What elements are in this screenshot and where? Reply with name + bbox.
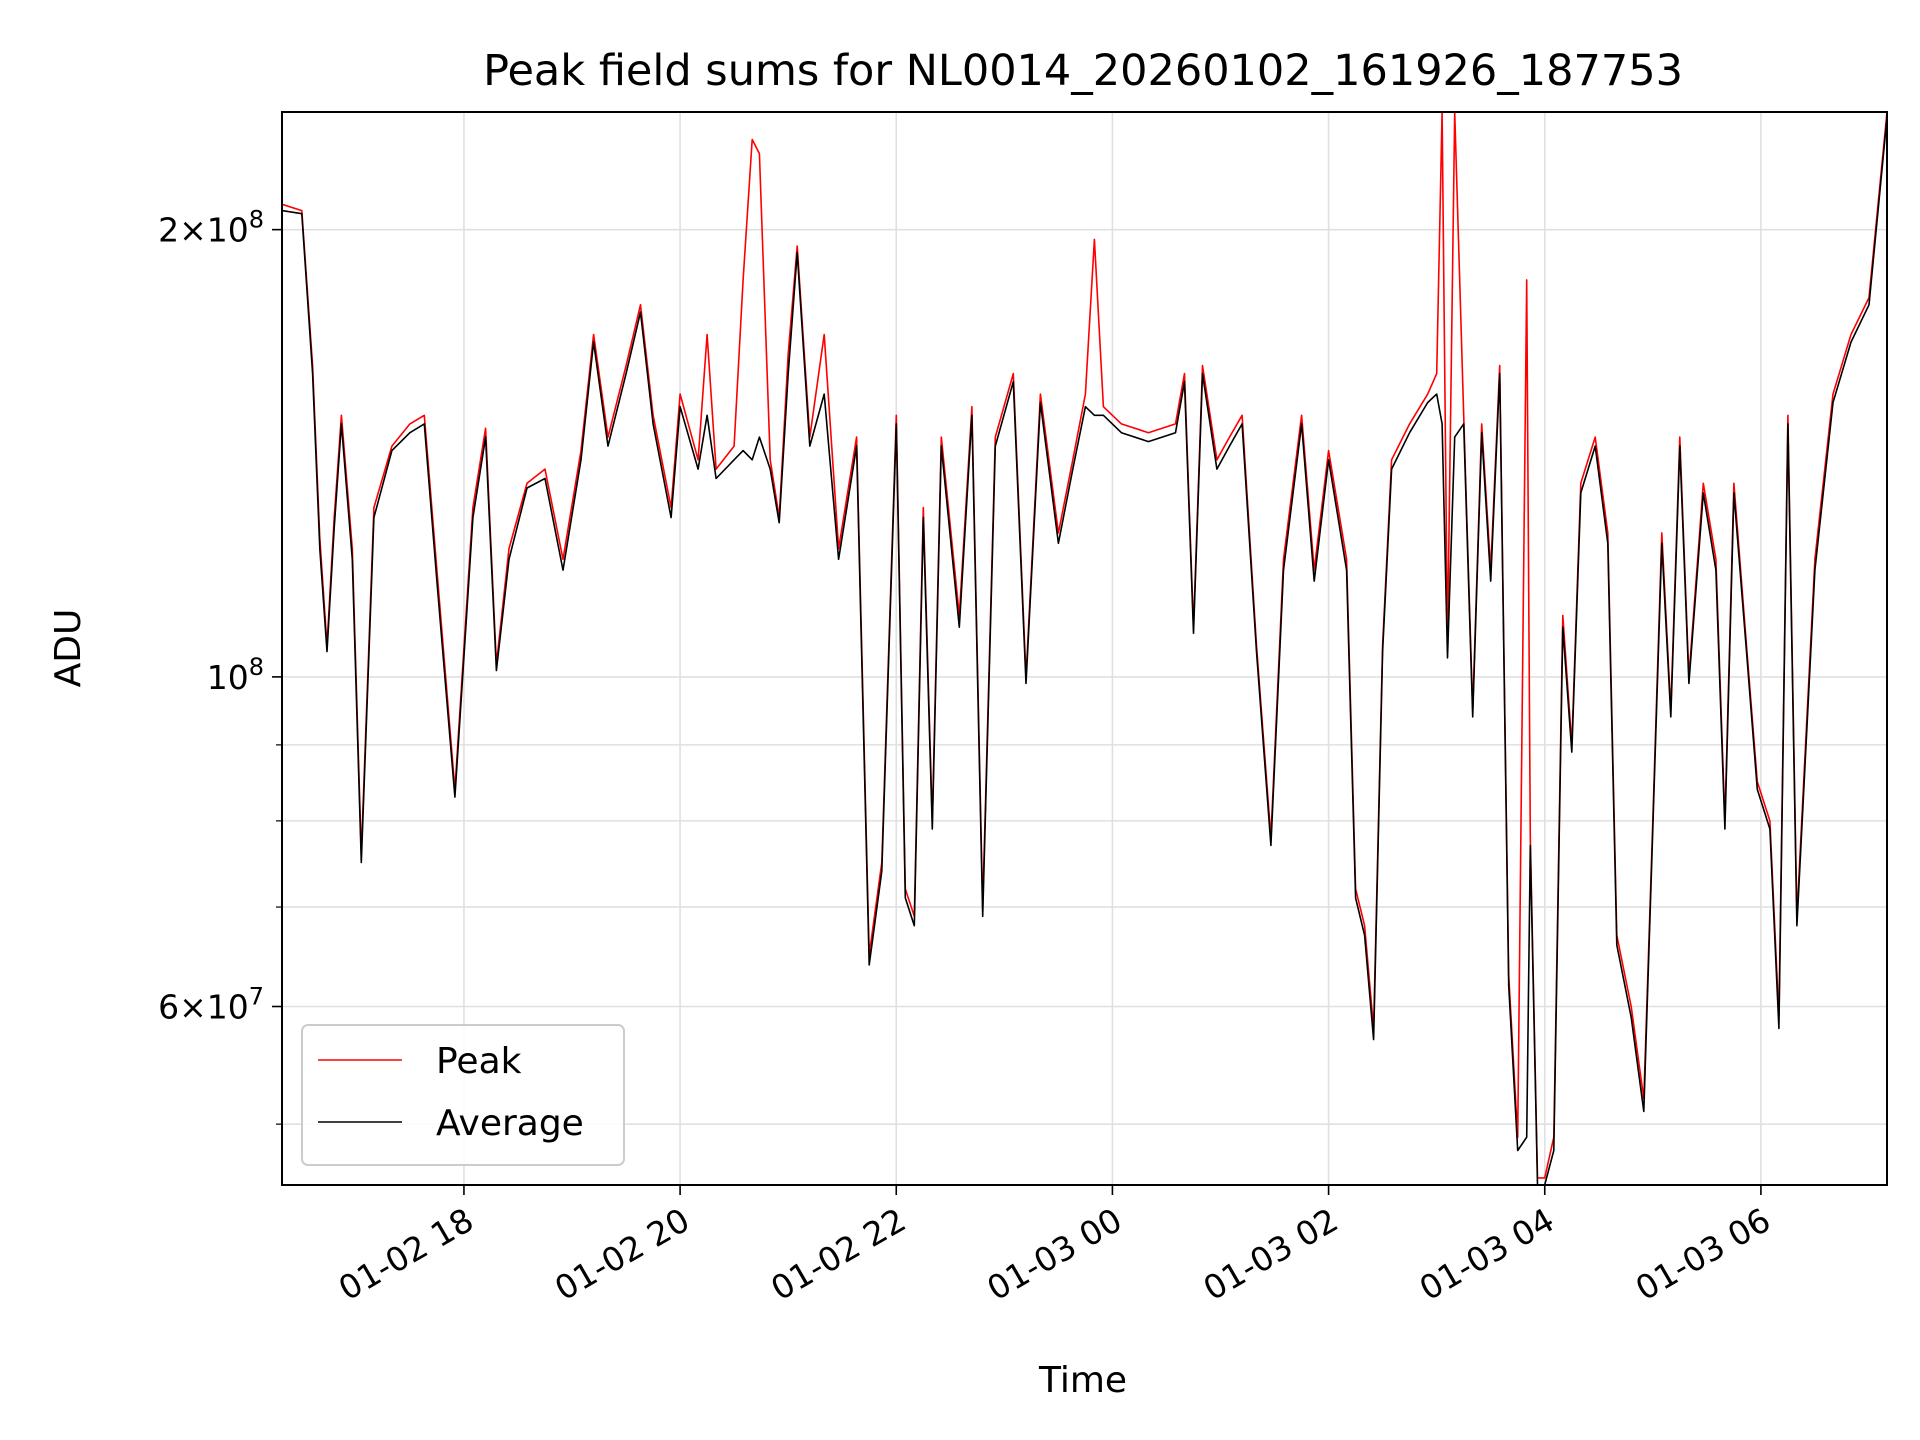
grid-layer bbox=[282, 112, 1887, 1185]
plot-layer bbox=[282, 112, 1887, 1185]
series-line-average bbox=[282, 117, 1887, 1185]
y-tick-label: 108 bbox=[207, 653, 264, 697]
y-tick-label: 2×108 bbox=[158, 206, 264, 250]
x-tick-label: 01-03 06 bbox=[1629, 1200, 1777, 1308]
x-axis-label: Time bbox=[1038, 1360, 1127, 1401]
x-tick-label: 01-02 18 bbox=[332, 1200, 480, 1308]
x-tick-label: 01-02 20 bbox=[548, 1200, 696, 1308]
legend-average-label: Average bbox=[436, 1103, 584, 1144]
legend-peak-label: Peak bbox=[436, 1041, 522, 1082]
x-tick-label: 01-03 02 bbox=[1197, 1200, 1345, 1308]
y-tick-label: 6×107 bbox=[158, 983, 264, 1027]
x-tick-label: 01-03 00 bbox=[980, 1200, 1128, 1308]
x-tick-label: 01-03 04 bbox=[1413, 1200, 1561, 1308]
series-line-peak bbox=[282, 112, 1887, 1179]
plot-frame bbox=[281, 111, 1888, 1186]
x-tick-label: 01-02 22 bbox=[764, 1200, 912, 1308]
y-axis-label: ADU bbox=[48, 609, 89, 688]
legend: Peak Average bbox=[301, 1024, 625, 1166]
chart-title: Peak field sums for NL0014_20260102_1619… bbox=[483, 46, 1683, 96]
